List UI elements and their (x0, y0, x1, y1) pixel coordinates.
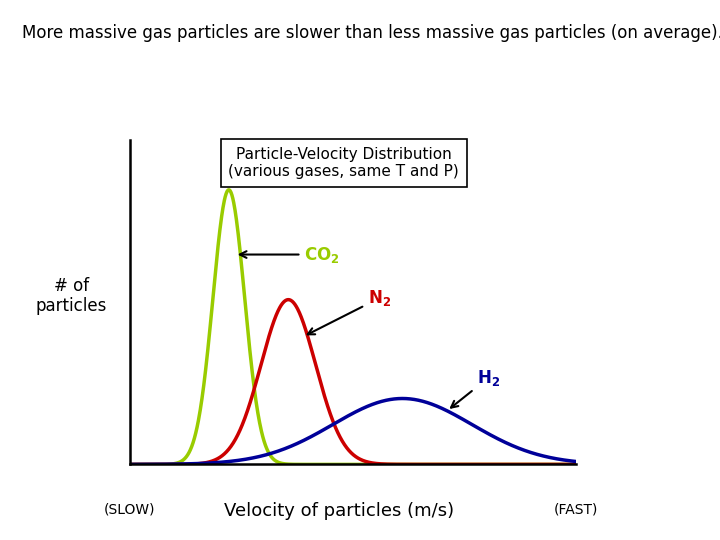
Text: Particle-Velocity Distribution
(various gases, same T and P): Particle-Velocity Distribution (various … (228, 147, 459, 179)
Text: $\mathregular{H_2}$: $\mathregular{H_2}$ (451, 368, 500, 408)
Text: (SLOW): (SLOW) (104, 502, 156, 516)
Text: $\mathregular{N_2}$: $\mathregular{N_2}$ (307, 288, 391, 334)
Text: Velocity of particles (m/s): Velocity of particles (m/s) (225, 502, 454, 520)
Text: More massive gas particles are slower than less massive gas particles (on averag: More massive gas particles are slower th… (22, 24, 720, 42)
Text: (FAST): (FAST) (554, 502, 598, 516)
Text: $\mathregular{CO_2}$: $\mathregular{CO_2}$ (240, 245, 340, 265)
Text: # of
particles: # of particles (36, 276, 107, 315)
